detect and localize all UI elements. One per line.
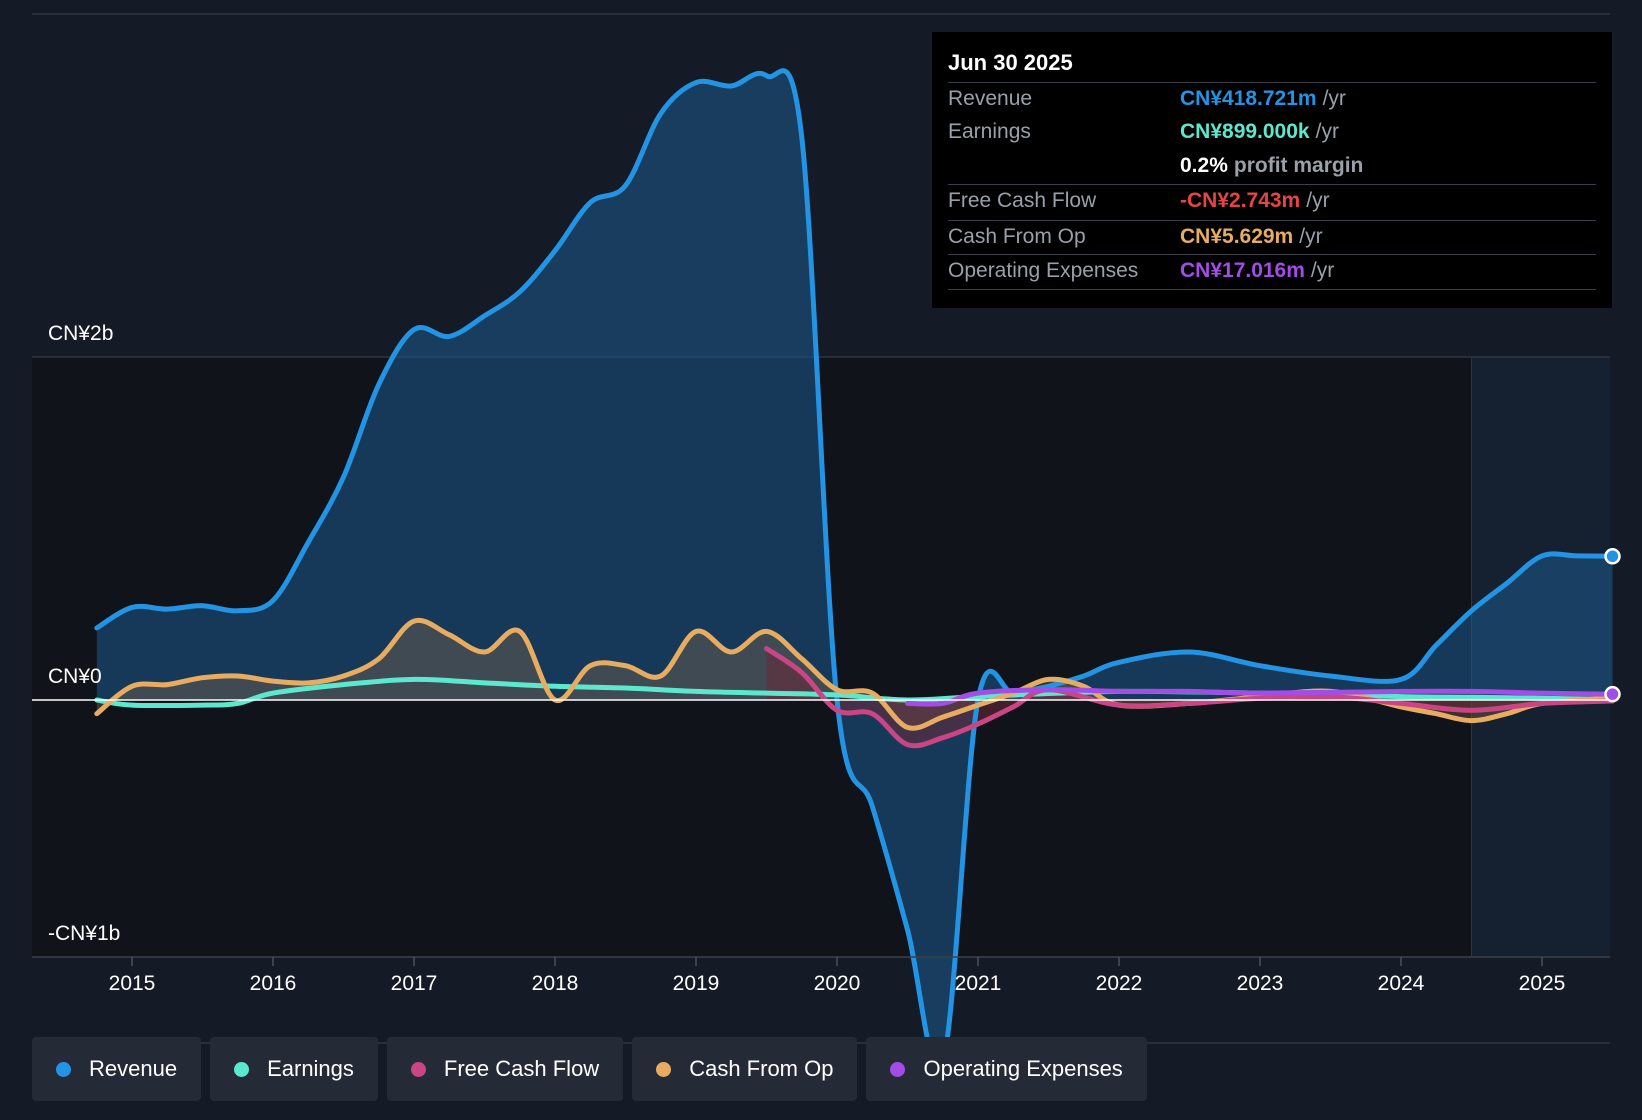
x-tick-label: 2018 — [532, 972, 579, 995]
series-lines — [94, 68, 1615, 1074]
x-tick-label: 2021 — [955, 972, 1002, 995]
cash-from-op-dot-icon — [656, 1061, 672, 1077]
tooltip-profit-margin-group: 0.2% profit margin — [1180, 154, 1363, 178]
tooltip-cfo-value: CN¥5.629m — [1180, 225, 1294, 248]
x-tick-label: 2017 — [391, 972, 438, 995]
x-axis: 2015 2016 2017 2018 2019 2020 2021 2022 2023 2024… — [109, 957, 1566, 995]
tooltip-earnings-value-group: CN¥899.000k/yr — [1180, 120, 1339, 144]
tooltip-cfo-label: Cash From Op — [948, 225, 1086, 248]
data-tooltip: Jun 30 2025 Revenue CN¥418.721m/yr Earni… — [932, 32, 1612, 308]
free-cash-flow-dot-icon — [410, 1061, 426, 1077]
revenue-area — [96, 70, 1613, 1071]
tooltip-cfo-unit: /yr — [1299, 225, 1323, 248]
x-tick-label: 2015 — [109, 972, 156, 995]
y-axis: CN¥2b CN¥0 -CN¥1b — [48, 322, 120, 945]
tooltip-fcf-label: Free Cash Flow — [948, 189, 1097, 212]
tooltip-revenue-value-group: CN¥418.721m/yr — [1180, 87, 1346, 111]
tooltip-row-revenue: Revenue CN¥418.721m/yr — [948, 82, 1596, 117]
tooltip-cfo-value-group: CN¥5.629m/yr — [1180, 225, 1323, 249]
tooltip-row-cash-from-op: Cash From Op CN¥5.629m/yr — [948, 220, 1596, 255]
tooltip-profit-margin-value: 0.2% — [1180, 154, 1228, 177]
legend-item-operating-expenses[interactable]: Operating Expenses — [866, 1037, 1147, 1101]
tooltip-revenue-label: Revenue — [948, 87, 1033, 110]
operating-expenses-endpoint[interactable] — [1604, 685, 1621, 703]
x-tick-label: 2019 — [673, 972, 720, 995]
tooltip-row-earnings: Earnings CN¥899.000k/yr — [948, 116, 1596, 150]
y-tick-label: -CN¥1b — [48, 922, 120, 945]
tooltip-row-operating-expenses: Operating Expenses CN¥17.016m/yr — [948, 254, 1596, 290]
revenue-line — [94, 68, 1615, 1074]
tooltip-opex-unit: /yr — [1310, 259, 1335, 282]
x-tick-label: 2016 — [250, 972, 297, 995]
legend-label-revenue: Revenue — [89, 1056, 178, 1081]
x-tick-label: 2023 — [1237, 972, 1284, 995]
tooltip-profit-margin-text: profit margin — [1233, 154, 1364, 177]
legend-label-free-cash-flow: Free Cash Flow — [443, 1056, 600, 1081]
operating-expenses-line — [905, 687, 1615, 707]
legend-item-cash-from-op[interactable]: Cash From Op — [632, 1037, 858, 1101]
operating-expenses-dot-icon — [890, 1061, 906, 1077]
tooltip-fcf-value-group: -CN¥2.743m/yr — [1180, 189, 1330, 213]
tooltip-earnings-unit: /yr — [1315, 120, 1339, 143]
tooltip-fcf-unit: /yr — [1306, 189, 1330, 212]
tooltip-row-free-cash-flow: Free Cash Flow -CN¥2.743m/yr — [948, 184, 1596, 219]
legend-label-operating-expenses: Operating Expenses — [923, 1056, 1123, 1081]
tooltip-earnings-label: Earnings — [948, 120, 1031, 143]
tooltip-opex-label: Operating Expenses — [948, 259, 1139, 282]
tooltip-revenue-unit: /yr — [1322, 87, 1346, 110]
legend-label-cash-from-op: Cash From Op — [689, 1056, 834, 1081]
tooltip-fcf-value: -CN¥2.743m — [1180, 189, 1301, 212]
legend-item-free-cash-flow[interactable]: Free Cash Flow — [386, 1037, 624, 1101]
series-endpoints — [1604, 548, 1621, 703]
y-tick-label: CN¥0 — [48, 665, 102, 688]
legend-label-earnings: Earnings — [267, 1056, 354, 1081]
tooltip-row-profit-margin: 0.2% profit margin — [948, 150, 1596, 184]
earnings-dot-icon — [234, 1061, 250, 1077]
x-tick-label: 2025 — [1519, 972, 1566, 995]
tooltip-opex-value-group: CN¥17.016m/yr — [1180, 259, 1334, 283]
tooltip-date: Jun 30 2025 — [948, 50, 1073, 75]
tooltip-revenue-value: CN¥418.721m — [1180, 87, 1317, 110]
free-cash-flow-line — [764, 646, 1615, 749]
revenue-endpoint[interactable] — [1604, 548, 1621, 565]
revenue-dot-icon — [56, 1061, 71, 1077]
x-tick-label: 2022 — [1096, 972, 1143, 995]
x-tick-label: 2024 — [1378, 972, 1425, 995]
legend: Revenue Earnings Free Cash Flow Cash Fro… — [32, 1037, 1147, 1101]
x-tick-label: 2020 — [814, 972, 861, 995]
legend-item-revenue[interactable]: Revenue — [32, 1037, 202, 1101]
legend-item-earnings[interactable]: Earnings — [210, 1037, 378, 1101]
tooltip-opex-value: CN¥17.016m — [1180, 259, 1305, 282]
tooltip-earnings-value: CN¥899.000k — [1180, 120, 1310, 143]
y-tick-label: CN¥2b — [48, 322, 113, 345]
